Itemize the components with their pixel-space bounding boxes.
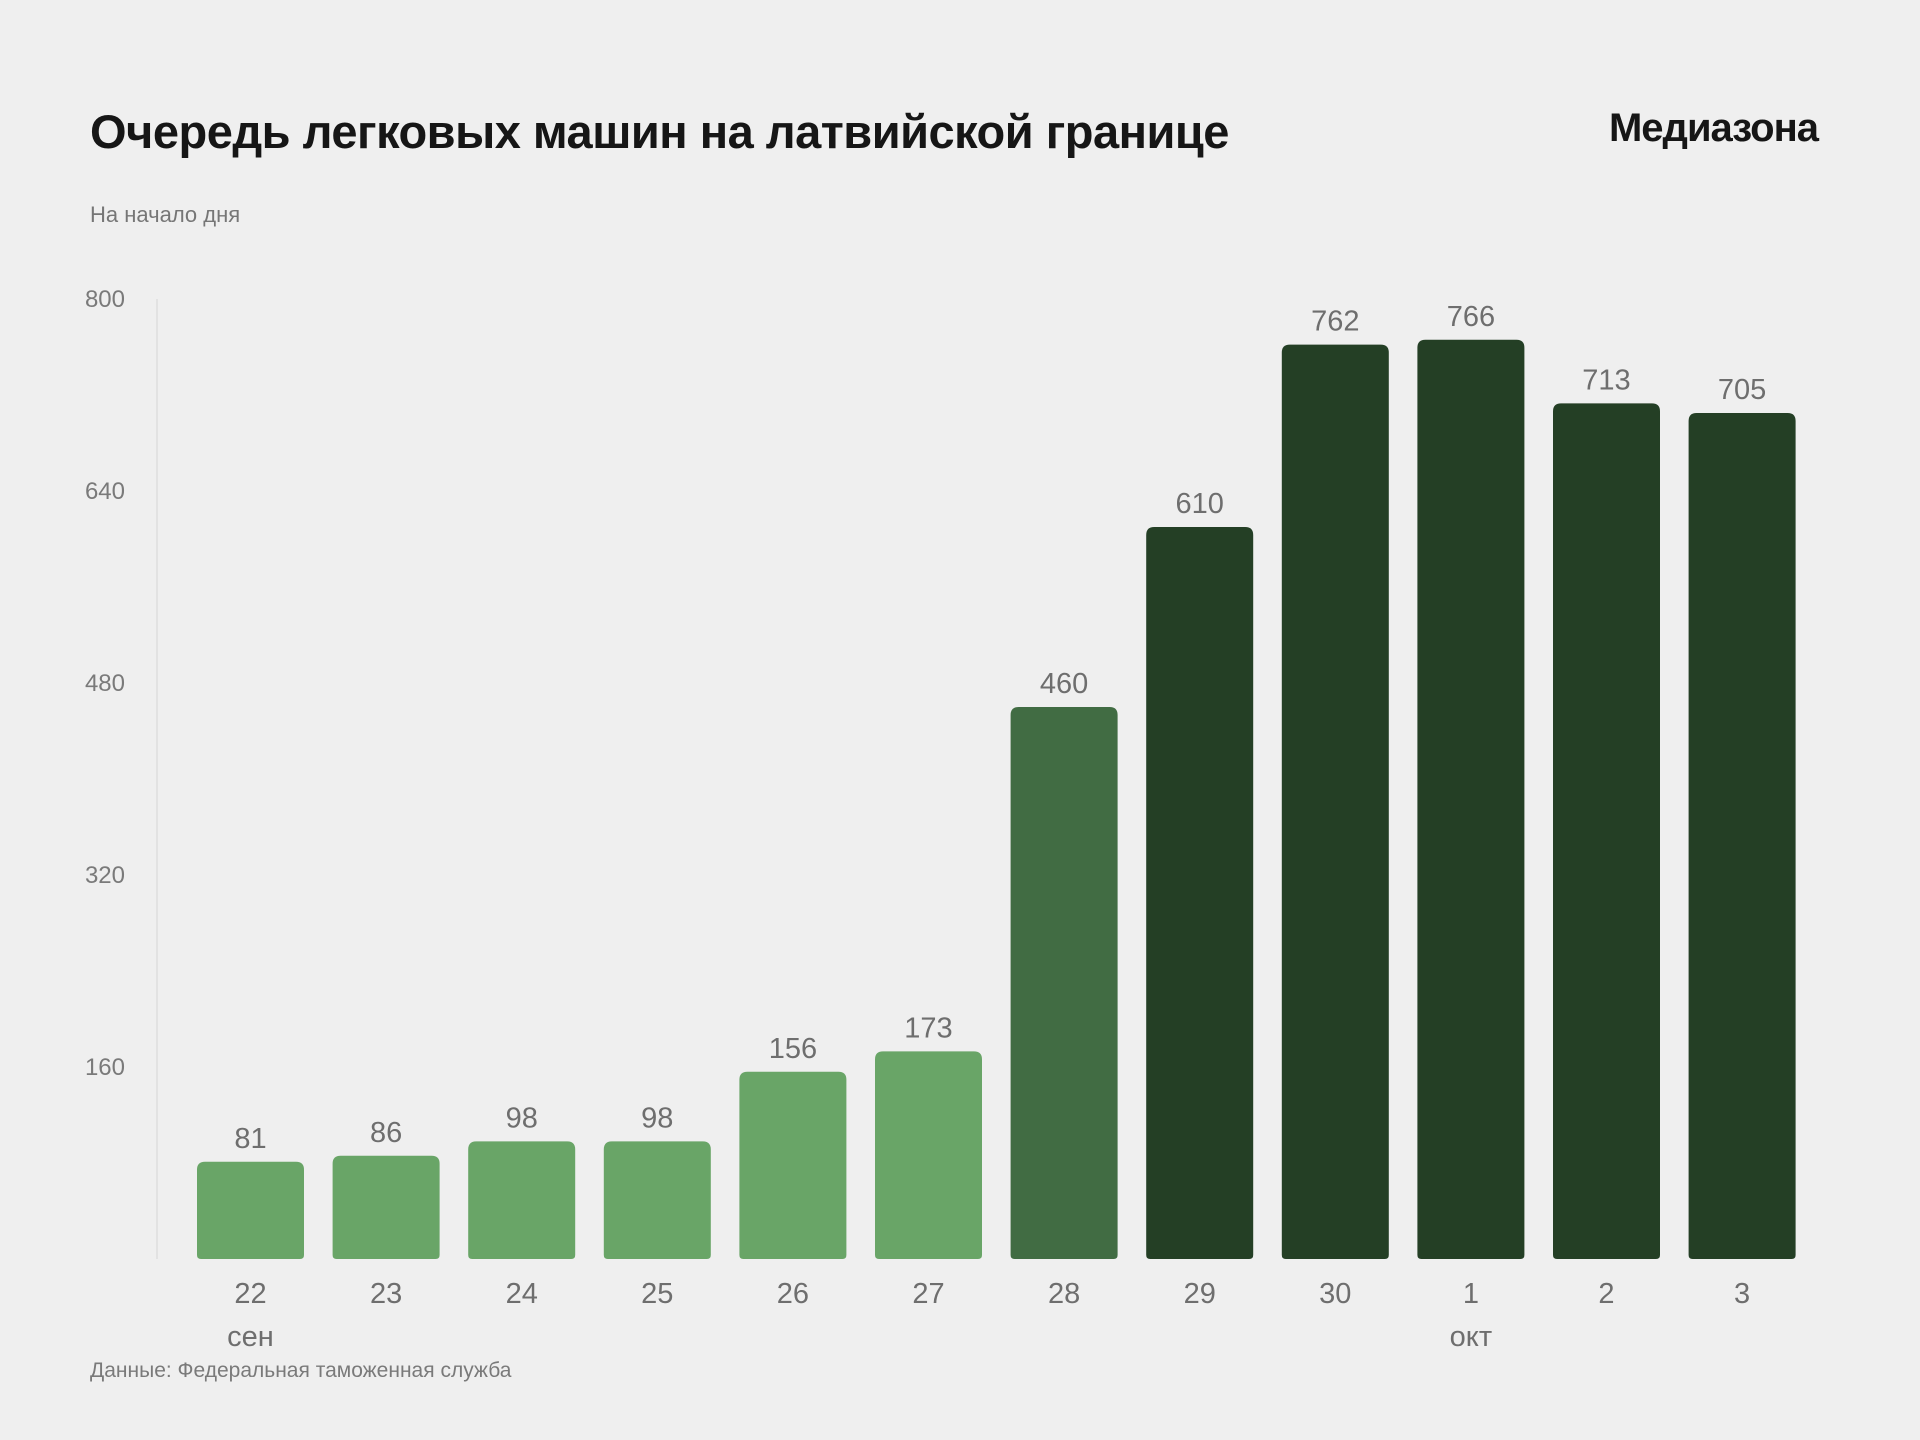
- bar: [1010, 707, 1118, 1259]
- bar: [1146, 527, 1254, 1259]
- bar: [1417, 339, 1525, 1259]
- bar: [332, 1155, 440, 1259]
- x-tick-label: 24: [506, 1278, 538, 1310]
- bar-value-label: 762: [1311, 306, 1359, 338]
- x-tick-label: 29: [1184, 1278, 1216, 1310]
- x-tick-label: 22: [234, 1278, 266, 1310]
- bar: [1688, 413, 1796, 1259]
- x-tick-label: 26: [777, 1278, 809, 1310]
- mediazona-logo: Медиазона: [1608, 106, 1819, 150]
- data-source: Данные: Федеральная таможенная служба: [90, 1359, 512, 1382]
- bar-value-label: 766: [1447, 301, 1495, 333]
- bar: [603, 1141, 711, 1259]
- y-tick-label: 320: [85, 862, 125, 889]
- chart-subtitle: На начало дня: [90, 202, 241, 227]
- bar-value-label: 610: [1176, 488, 1224, 520]
- bar: [1553, 403, 1660, 1259]
- x-tick-label: 2: [1598, 1278, 1614, 1310]
- x-tick-label: 27: [912, 1278, 944, 1310]
- bar-value-label: 86: [370, 1117, 402, 1149]
- bar-value-label: 713: [1582, 364, 1630, 396]
- x-tick-label: 23: [370, 1278, 402, 1310]
- bar-value-label: 98: [506, 1102, 538, 1134]
- x-tick-label: 25: [641, 1278, 673, 1310]
- y-tick-label: 640: [85, 478, 125, 505]
- bar-value-label: 705: [1718, 374, 1766, 406]
- bar-value-label: 98: [641, 1102, 673, 1134]
- bar: [468, 1141, 576, 1259]
- bar-value-label: 173: [904, 1012, 952, 1044]
- x-tick-label: 3: [1734, 1278, 1750, 1310]
- month-label: сен: [227, 1321, 274, 1353]
- bar: [875, 1051, 982, 1259]
- x-tick-label: 28: [1048, 1278, 1080, 1310]
- bar-value-label: 81: [234, 1123, 266, 1155]
- x-tick-label: 1: [1463, 1278, 1479, 1310]
- x-tick-label: 30: [1319, 1278, 1351, 1310]
- chart-title: Очередь легковых машин на латвийской гра…: [90, 105, 1229, 158]
- bar: [739, 1071, 847, 1259]
- bar-value-label: 460: [1040, 668, 1088, 700]
- y-tick-label: 480: [85, 670, 125, 697]
- y-tick-label: 800: [85, 286, 125, 313]
- bar: [197, 1161, 304, 1259]
- bar-value-label: 156: [769, 1033, 817, 1065]
- y-tick-label: 160: [85, 1054, 125, 1081]
- month-label: окт: [1450, 1321, 1492, 1353]
- bar: [1281, 344, 1389, 1260]
